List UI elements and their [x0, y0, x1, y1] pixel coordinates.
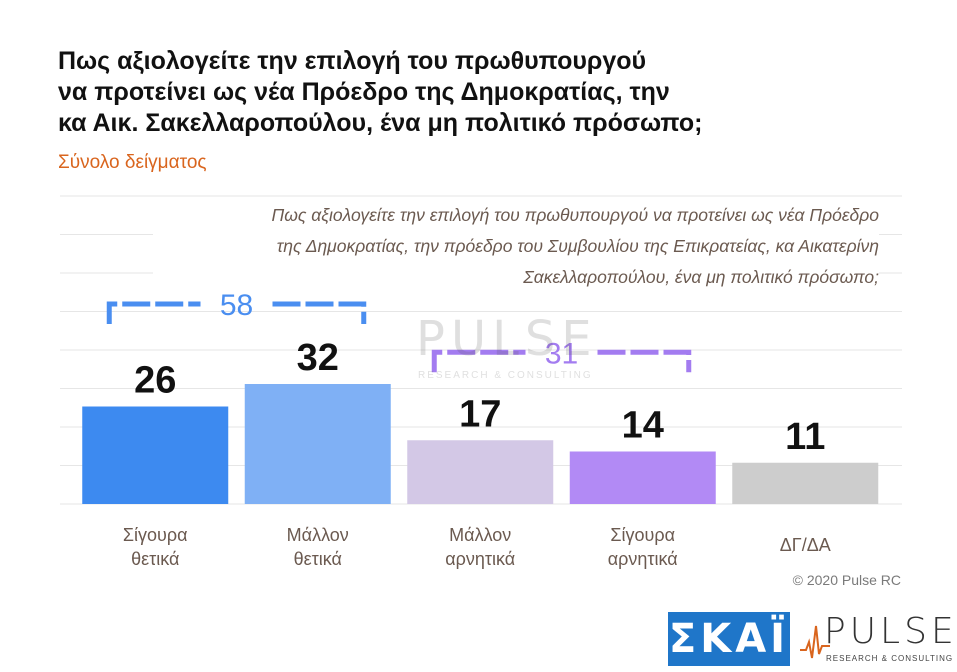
- title-line: Πως αξιολογείτε την επιλογή του πρωθυπου…: [58, 47, 647, 75]
- category-label: Σίγουρα: [123, 525, 188, 545]
- chart-subtitle: Σύνολο δείγματος: [58, 152, 207, 173]
- pulse-logo-word: PULSE: [824, 611, 957, 652]
- category-label: Μάλλον: [449, 525, 511, 545]
- chart-title: Πως αξιολογείτε την επιλογή του πρωθυπου…: [58, 46, 778, 139]
- pulse-logo-tag: RESEARCH & CONSULTING: [826, 654, 954, 663]
- question-line: Πως αξιολογείτε την επιλογή του πρωθυπου…: [271, 205, 879, 225]
- bar: [82, 406, 229, 504]
- group-total-label: 58: [220, 289, 253, 322]
- bars: [82, 384, 879, 504]
- pulse-wave-icon: [800, 625, 830, 659]
- bar: [407, 440, 554, 504]
- group-bracket: [431, 349, 692, 373]
- copyright-text: © 2020 Pulse RC: [792, 572, 901, 588]
- category-label: αρνητικά: [608, 549, 678, 569]
- category-labels: Σίγουρα θετικά Μάλλον θετικά Μάλλον αρνητικά Σ…: [123, 525, 831, 569]
- category-label: αρνητικά: [445, 549, 515, 569]
- category-label: θετικά: [294, 549, 342, 569]
- skai-logo: ΣΚΑΪ: [668, 612, 790, 666]
- group-brackets: 58 31: [106, 289, 692, 373]
- value-label: 26: [134, 360, 176, 402]
- question-line: Σακελλαροπούλου, ένα μη πολιτικό πρόσωπο…: [523, 267, 879, 287]
- value-labels: 26 32 17 14 11: [134, 337, 825, 458]
- value-label: 14: [622, 405, 664, 447]
- question-text: Πως αξιολογείτε την επιλογή του πρωθυπου…: [153, 200, 879, 293]
- category-label: θετικά: [131, 549, 179, 569]
- question-line: της Δημοκρατίας, την πρόεδρο του Συμβουλ…: [276, 236, 879, 256]
- bar: [569, 451, 716, 504]
- category-label: ΔΓ/ΔΑ: [780, 535, 831, 555]
- title-line: να προτείνει ως νέα Πρόεδρο της Δημοκρατ…: [58, 78, 670, 106]
- value-label: 17: [459, 393, 501, 435]
- group-bracket: [106, 301, 367, 324]
- title-line: κα Αικ. Σακελλαροπούλου, ένα μη πολιτικό…: [58, 109, 703, 137]
- bar: [244, 384, 391, 504]
- group-total-label: 31: [545, 337, 578, 370]
- value-label: 11: [785, 416, 825, 458]
- bar: [732, 462, 879, 504]
- value-label: 32: [297, 337, 339, 379]
- category-label: Σίγουρα: [610, 525, 675, 545]
- pulse-logo: PULSE RESEARCH & CONSULTING: [800, 612, 954, 666]
- category-label: Μάλλον: [287, 525, 349, 545]
